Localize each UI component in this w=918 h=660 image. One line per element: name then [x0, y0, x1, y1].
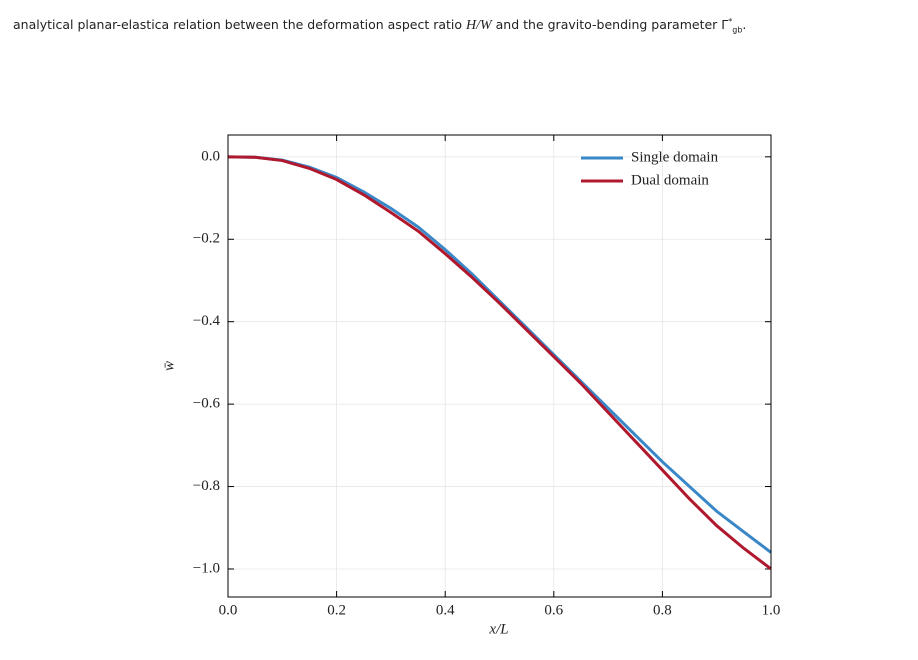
x-tick-label: 0.2 — [327, 602, 346, 618]
math: H/W — [466, 18, 492, 34]
series-line — [227, 155, 772, 554]
caption-text: and the gravito-bending parameter — [491, 17, 722, 33]
y-tick-label: −0.4 — [193, 313, 221, 329]
y-tick-label: −0.6 — [193, 396, 221, 412]
x-tick-label: 0.4 — [436, 602, 455, 618]
x-axis-label: x/L — [488, 621, 508, 637]
caption-text: . — [742, 17, 747, 33]
y-tick-label: −0.8 — [193, 478, 220, 494]
caption-text: analytical planar-elastica relation betw… — [13, 17, 466, 33]
x-tick-label: 1.0 — [762, 602, 781, 618]
caption: analytical planar-elastica relation betw… — [13, 17, 913, 35]
math: Γ — [721, 17, 729, 33]
x-tick-label: 0.6 — [544, 602, 563, 618]
series-line — [227, 155, 772, 571]
plot-frame — [227, 134, 772, 598]
y-tick-label: −0.2 — [193, 231, 220, 247]
subscript: gb — [732, 25, 743, 35]
legend-label: Single domain — [631, 149, 719, 165]
y-tick-label: −1.0 — [193, 560, 220, 576]
superscript: * — [728, 17, 733, 26]
x-tick-label: 0.8 — [653, 602, 672, 618]
y-axis-label: w̄ — [161, 361, 177, 371]
x-tick-label: 0.0 — [219, 602, 238, 618]
y-tick-label: 0.0 — [201, 148, 220, 164]
legend-label: Dual domain — [631, 172, 709, 188]
